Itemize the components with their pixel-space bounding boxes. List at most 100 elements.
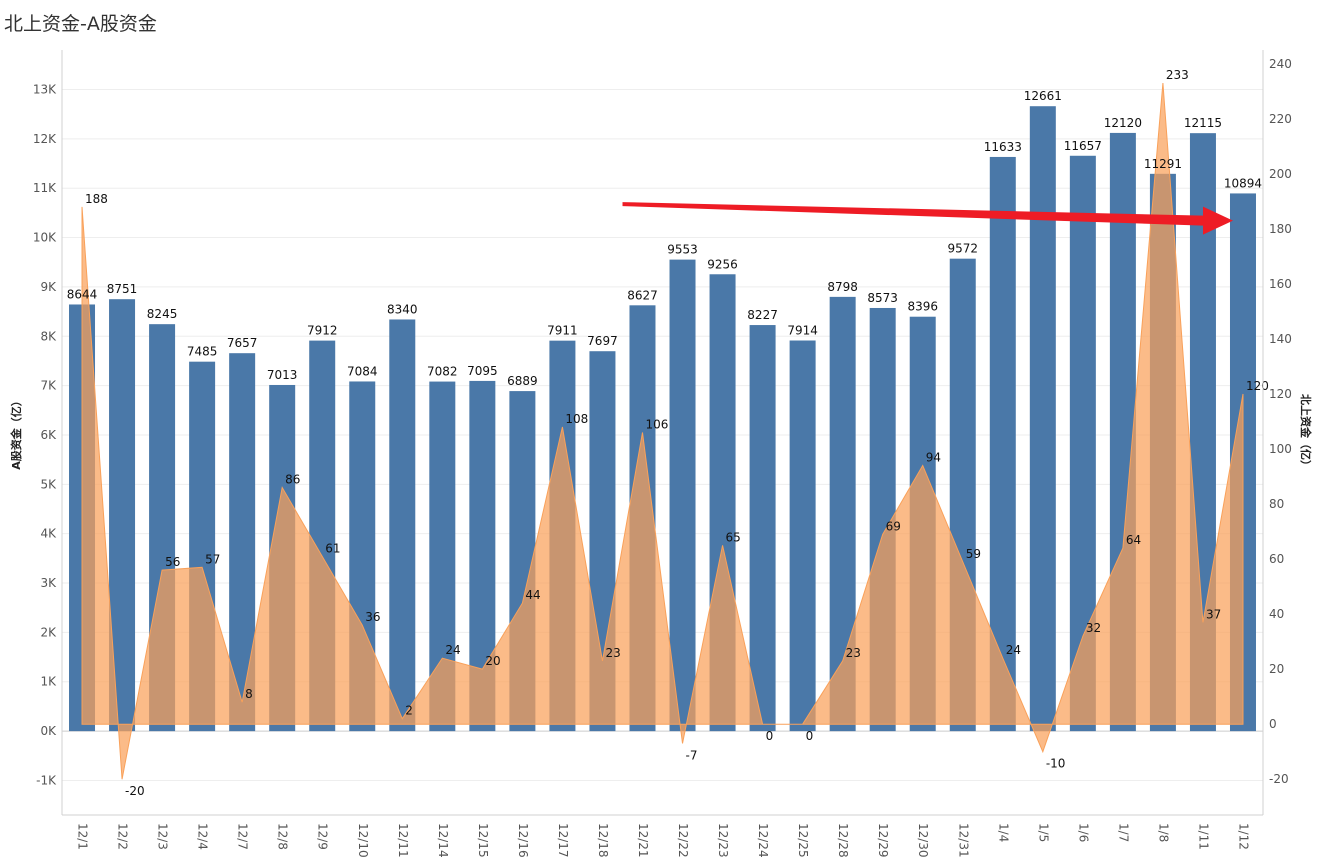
right-tick-label: 200 — [1269, 167, 1292, 181]
chart-title: 北上资金-A股资金 — [4, 13, 157, 35]
area-series — [81, 82, 1244, 780]
left-tick-label: 6K — [40, 428, 57, 442]
category-label: 12/21 — [636, 823, 650, 857]
right-tick-label: 140 — [1269, 332, 1292, 346]
left-tick-label: 13K — [33, 82, 57, 96]
right-tick-label: 120 — [1269, 387, 1292, 401]
area-data-label: -10 — [1046, 757, 1066, 771]
bar-data-label: 7697 — [587, 334, 618, 348]
category-label: 12/30 — [916, 823, 930, 857]
area-data-label: -20 — [125, 784, 145, 798]
category-label: 12/9 — [316, 823, 330, 850]
right-axis: -20 0 20 40 60 80 100 120 140 160 180 200 220 240 — [1262, 50, 1292, 815]
category-label: 1/8 — [1156, 823, 1170, 842]
category-label: 12/25 — [796, 823, 810, 857]
area-data-label: 59 — [966, 547, 981, 561]
area-data-label: 20 — [485, 654, 500, 668]
left-tick-label: -1K — [36, 773, 57, 787]
bar-data-label: 6889 — [507, 374, 538, 388]
bar — [669, 259, 696, 732]
bar-data-label: 8798 — [827, 280, 858, 294]
area-data-label: 94 — [926, 451, 941, 465]
area-data-label: 23 — [846, 646, 861, 660]
gridlines — [62, 88, 1263, 816]
area-data-labels: 188 -20 56 57 8 86 61 36 2 24 20 44 108 23 106 -7 65 0 0 23… — [85, 68, 1269, 798]
area-data-label: 0 — [806, 729, 814, 743]
category-label: 12/4 — [196, 823, 210, 850]
area-data-label: 86 — [285, 473, 300, 487]
bar-data-label: 11291 — [1144, 157, 1182, 171]
area-data-label: 65 — [726, 530, 741, 544]
right-axis-title: 北上资金（亿） — [1299, 394, 1313, 471]
left-tick-label: 10K — [33, 231, 57, 245]
left-tick-label: 3K — [40, 576, 57, 590]
bar-data-label: 11657 — [1064, 139, 1102, 153]
area-data-label: 69 — [886, 519, 901, 533]
right-tick-label: 40 — [1269, 607, 1284, 621]
bar-data-label: 7914 — [787, 324, 818, 338]
category-label: 12/31 — [956, 823, 970, 857]
category-label: 1/7 — [1116, 823, 1130, 842]
area-data-label: 57 — [205, 552, 220, 566]
left-tick-label: 7K — [40, 379, 57, 393]
area-data-label: 188 — [85, 192, 108, 206]
bar-data-label: 8245 — [147, 307, 178, 321]
left-tick-label: 4K — [40, 527, 57, 541]
right-tick-label: 240 — [1269, 57, 1292, 71]
bar-data-label: 11633 — [984, 140, 1022, 154]
right-tick-label: 180 — [1269, 222, 1292, 236]
area-data-label: 32 — [1086, 621, 1101, 635]
right-tick-label: 0 — [1269, 717, 1277, 731]
right-tick-label: -20 — [1269, 772, 1289, 786]
left-tick-label: 5K — [40, 477, 57, 491]
bar-data-label: 7911 — [547, 324, 578, 338]
category-label: 12/24 — [756, 823, 770, 857]
category-label: 1/4 — [996, 823, 1010, 842]
left-tick-label: 1K — [40, 675, 57, 689]
x-axis: 12/1 12/2 12/3 12/4 12/7 12/8 12/9 12/10 12/11 12… — [76, 823, 1251, 857]
right-tick-label: 220 — [1269, 112, 1292, 126]
bar-data-label: 12661 — [1024, 89, 1062, 103]
area-data-label: 24 — [1006, 643, 1021, 657]
bar-data-label: 12120 — [1104, 116, 1142, 130]
category-label: 12/14 — [436, 823, 450, 857]
bar-data-label: 7485 — [187, 345, 218, 359]
area-data-label: 8 — [245, 687, 253, 701]
category-label: 12/8 — [276, 823, 290, 850]
arrow-shape — [622, 202, 1233, 235]
left-tick-label: 2K — [40, 625, 57, 639]
bar-data-label: 7912 — [307, 324, 338, 338]
category-label: 12/3 — [156, 823, 170, 850]
area-data-label: 61 — [325, 541, 340, 555]
category-label: 12/28 — [836, 823, 850, 857]
bar-data-labels: 8644 8751 8245 7485 7657 7013 7912 7084 8340 7082… — [67, 89, 1262, 388]
category-label: 12/17 — [556, 823, 570, 857]
area-data-label: 108 — [565, 412, 588, 426]
bar-data-label: 7657 — [227, 336, 258, 350]
right-tick-label: 60 — [1269, 552, 1284, 566]
left-tick-label: 8K — [40, 329, 57, 343]
category-label: 12/23 — [716, 823, 730, 857]
bar-data-label: 8627 — [627, 288, 658, 302]
category-label: 12/1 — [76, 823, 90, 850]
category-label: 1/5 — [1036, 823, 1050, 842]
category-label: 12/10 — [356, 823, 370, 857]
category-label: 1/6 — [1076, 823, 1090, 842]
area-data-label: 24 — [445, 643, 460, 657]
area-data-label: 56 — [165, 555, 180, 569]
area-data-label: 2 — [405, 704, 413, 718]
left-tick-label: 9K — [40, 280, 57, 294]
bar-data-label: 8644 — [67, 287, 98, 301]
bar — [1029, 106, 1056, 732]
bar-data-label: 9572 — [947, 242, 978, 256]
bar-data-label: 8340 — [387, 302, 418, 316]
category-label: 12/2 — [116, 823, 130, 850]
bar — [749, 325, 776, 732]
right-tick-label: 160 — [1269, 277, 1292, 291]
right-tick-label: 20 — [1269, 662, 1284, 676]
bar-data-label: 10894 — [1224, 176, 1262, 190]
area-data-label: 36 — [365, 610, 380, 624]
area-data-label: 233 — [1166, 68, 1189, 82]
area-data-label: 0 — [766, 729, 774, 743]
